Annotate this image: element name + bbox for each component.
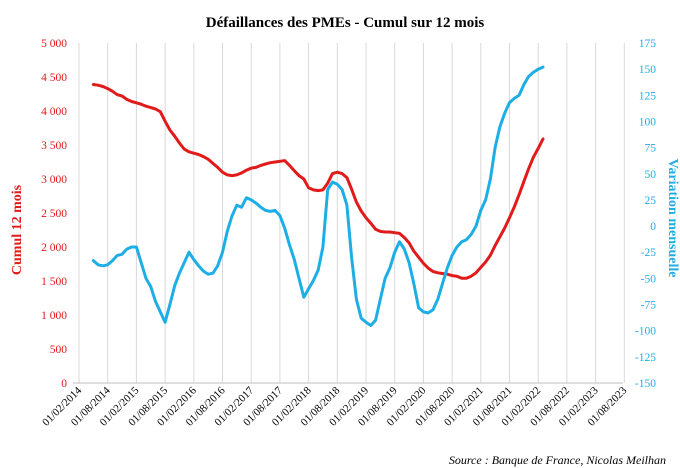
variation-mensuelle-line (91, 65, 545, 327)
left-tick-label: 500 (50, 344, 68, 356)
grid-lines (78, 43, 625, 383)
chart-title: Défaillances des PMEs - Cumul sur 12 moi… (206, 15, 485, 31)
right-tick-label: 100 (639, 116, 657, 128)
left-tick-label: 3 000 (41, 174, 67, 186)
right-tick-label: -50 (641, 273, 657, 285)
right-tick-label: 125 (639, 90, 657, 102)
right-axis-label: Variation mensuelle (665, 159, 680, 278)
left-tick-label: 3 500 (41, 140, 67, 152)
left-tick-label: 2 000 (41, 242, 67, 254)
right-tick-label: 25 (645, 195, 657, 207)
right-tick-label: -150 (635, 378, 656, 390)
right-tick-label: -100 (635, 326, 656, 338)
right-tick-label: 50 (645, 169, 657, 181)
left-tick-label: 4 500 (41, 72, 67, 84)
right-tick-label: 175 (639, 38, 657, 50)
left-tick-label: 1 000 (41, 310, 67, 322)
right-tick-label: -75 (641, 300, 657, 312)
left-axis-label: Cumul 12 mois (10, 184, 25, 275)
cumul-12-mois-line (91, 83, 545, 280)
right-tick-label: 150 (639, 64, 657, 76)
right-tick-label: 0 (650, 221, 656, 233)
left-tick-label: 4 000 (41, 106, 67, 118)
right-axis-ticks: -150 -125 -100 -75 -50 -25 0 25 50 75 100 125 150 175 (635, 38, 656, 390)
right-tick-label: 75 (645, 143, 657, 155)
right-tick-label: -125 (635, 352, 656, 364)
x-axis-ticks: 01/02/201401/08/201401/02/201501/08/2015… (40, 384, 630, 428)
left-tick-label: 5 000 (41, 38, 67, 50)
series-layer (91, 65, 545, 327)
source-note: Source : Banque de France, Nicolas Meilh… (449, 453, 666, 467)
left-axis-ticks: 0 500 1 000 1 500 2 000 2 500 3 000 3 500 4 000 4… (41, 38, 67, 390)
right-tick-label: -25 (641, 247, 657, 259)
left-tick-label: 0 (61, 378, 67, 390)
left-tick-label: 2 500 (41, 208, 67, 220)
left-tick-label: 1 500 (41, 276, 67, 288)
